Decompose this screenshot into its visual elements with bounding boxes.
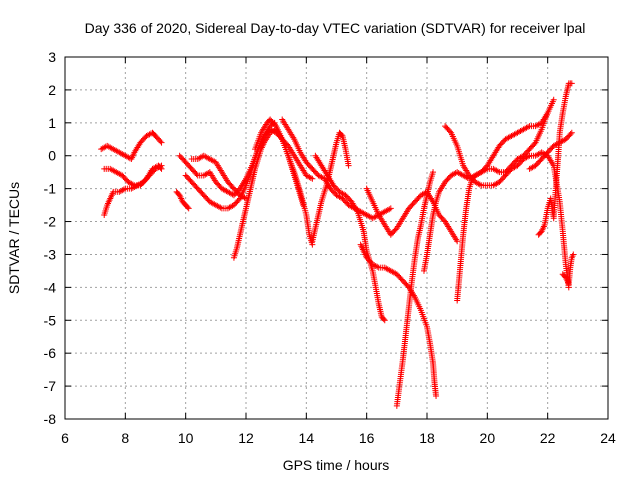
y-tick-label: -8: [44, 411, 57, 427]
data-series-arc-7: [188, 152, 249, 202]
y-tick-label: -4: [44, 279, 57, 295]
data-point: [271, 121, 278, 128]
y-tick-label: -7: [44, 378, 57, 394]
data-point: [387, 205, 394, 212]
data-series-arc-12: [312, 152, 388, 324]
x-tick-label: 12: [238, 430, 254, 446]
data-series-arc-11: [309, 129, 352, 245]
data-series-arc-15: [393, 169, 437, 409]
data-point: [380, 316, 387, 323]
y-tick-label: -6: [44, 345, 57, 361]
x-tick-label: 8: [121, 430, 129, 446]
y-tick-label: -5: [44, 312, 57, 328]
x-tick-label: 22: [540, 430, 556, 446]
y-tick-label: -2: [44, 214, 57, 230]
data-point: [235, 196, 242, 203]
data-point: [544, 109, 551, 116]
data-series-arc-19: [526, 129, 575, 172]
data-series-arc-4: [173, 188, 192, 212]
data-point: [550, 96, 557, 103]
y-tick-label: 3: [48, 49, 56, 65]
x-axis-label: GPS time / hours: [283, 457, 390, 473]
x-tick-label: 20: [480, 430, 496, 446]
data-point: [300, 202, 307, 209]
x-tick-label: 24: [600, 430, 616, 446]
data-marks: [98, 80, 577, 409]
data-series-arc-17: [442, 123, 572, 291]
data-point: [567, 131, 574, 138]
data-point: [345, 162, 352, 169]
data-point: [381, 317, 388, 324]
chart-title: Day 336 of 2020, Sidereal Day-to-day VTE…: [85, 20, 586, 36]
data-point: [446, 128, 453, 135]
data-point: [158, 162, 165, 169]
data-series-arc-14: [363, 185, 461, 245]
x-tick-label: 14: [299, 430, 315, 446]
data-point: [430, 169, 437, 176]
data-series-arc-1: [98, 129, 165, 163]
x-tick-label: 6: [61, 430, 69, 446]
y-tick-label: -3: [44, 246, 57, 262]
data-point: [184, 204, 191, 211]
data-point: [193, 171, 200, 178]
data-point: [570, 251, 577, 258]
data-series-arc-9: [252, 116, 307, 209]
x-tick-label: 18: [419, 430, 435, 446]
data-point: [157, 138, 164, 145]
data-point: [531, 140, 538, 147]
data-series-arc-21: [559, 251, 577, 288]
data-point: [309, 175, 316, 182]
grid: [65, 57, 608, 419]
data-point: [568, 80, 575, 87]
plot-frame: [64, 56, 609, 420]
data-point: [338, 131, 345, 138]
x-tick-label: 10: [178, 430, 194, 446]
data-point: [568, 129, 575, 136]
y-tick-label: 1: [48, 115, 56, 131]
y-tick-label: 2: [48, 82, 56, 98]
y-axis-label: SDTVAR / TECUs: [6, 182, 22, 294]
y-tick-label: -1: [44, 181, 57, 197]
data-series-arc-3: [101, 162, 165, 218]
y-tick-label: 0: [48, 148, 56, 164]
data-point: [185, 205, 192, 212]
data-series-arc-20: [535, 80, 575, 238]
data-point: [454, 238, 461, 245]
x-tick-label: 16: [359, 430, 375, 446]
data-point: [158, 139, 165, 146]
data-point: [433, 392, 440, 399]
data-series-arc-18: [454, 109, 551, 304]
